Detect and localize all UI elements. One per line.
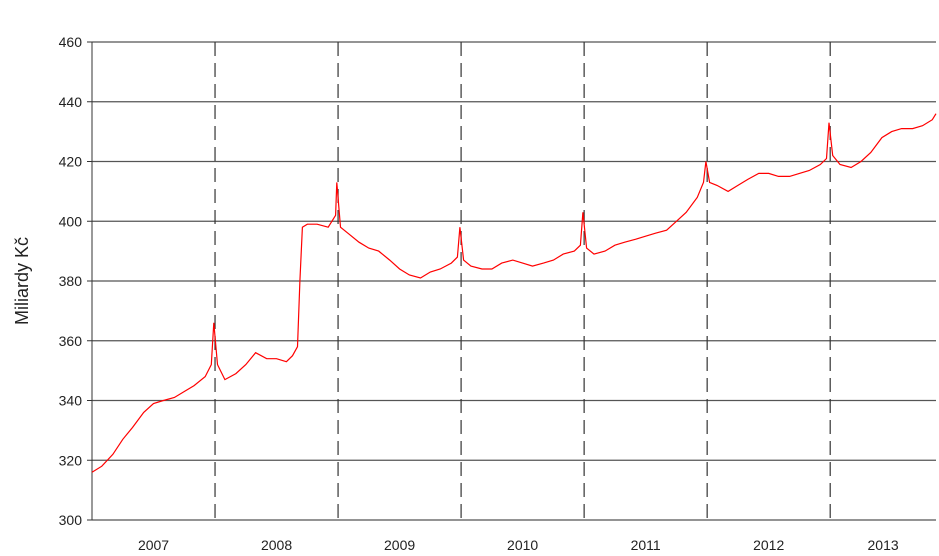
xtick-label: 2007 (138, 537, 169, 553)
ytick-label: 340 (59, 393, 83, 409)
horizontal-gridlines (92, 41, 936, 521)
ytick-label: 380 (59, 273, 83, 289)
ytick-label: 400 (59, 213, 83, 229)
vertical-gridlines (214, 42, 831, 520)
xtick-label: 2009 (384, 537, 415, 553)
ytick-label: 300 (59, 512, 83, 528)
ytick-label: 420 (59, 154, 83, 170)
ytick-label: 320 (59, 452, 83, 468)
xtick-label: 2010 (507, 537, 538, 553)
y-axis-label: Miliardy Kč (12, 237, 32, 325)
xtick-label: 2012 (753, 537, 784, 553)
series-line (91, 113, 937, 473)
y-axis-ticks: 300 320 340 360 380 400 420 440 460 (59, 34, 92, 528)
ytick-label: 360 (59, 333, 83, 349)
ytick-label: 440 (59, 94, 83, 110)
ytick-label: 460 (59, 34, 83, 50)
x-axis-ticks: 2007 2008 2009 2010 2011 2012 2013 (138, 537, 899, 553)
xtick-label: 2013 (868, 537, 899, 553)
xtick-label: 2011 (631, 537, 661, 553)
xtick-label: 2008 (261, 537, 292, 553)
